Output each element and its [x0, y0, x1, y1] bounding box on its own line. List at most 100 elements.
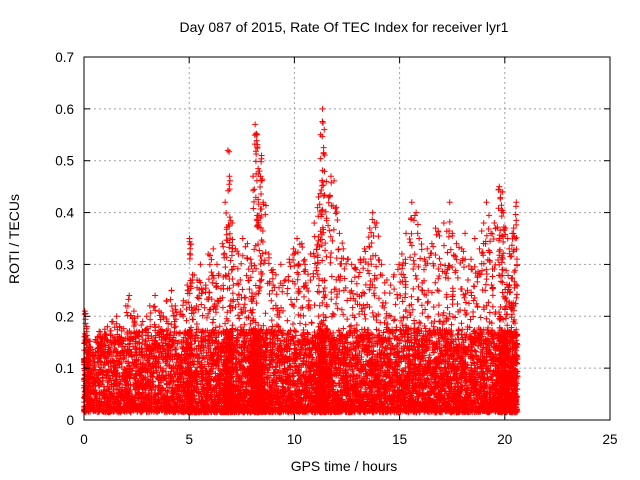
data-point: [229, 276, 236, 283]
data-point: [258, 152, 265, 159]
data-point: [266, 290, 273, 297]
data-point: [96, 389, 103, 396]
data-point: [224, 147, 231, 154]
data-point: [241, 301, 248, 308]
data-point: [81, 308, 88, 315]
data-point: [297, 304, 304, 311]
data-point: [113, 313, 120, 320]
data-point: [119, 337, 126, 344]
data-point: [262, 310, 269, 317]
data-point: [110, 403, 117, 410]
data-point: [126, 402, 133, 409]
data-point: [257, 183, 264, 190]
data-point: [300, 312, 307, 319]
data-point: [284, 317, 291, 324]
data-point: [187, 251, 194, 258]
data-point: [189, 316, 196, 323]
data-point: [130, 308, 137, 315]
data-point: [239, 235, 246, 242]
data-point: [285, 277, 292, 284]
data-point: [100, 367, 107, 374]
data-point: [104, 402, 111, 409]
data-point: [96, 403, 103, 410]
data-point: [302, 321, 309, 328]
data-point: [206, 289, 213, 296]
data-point: [284, 330, 291, 337]
data-point: [287, 296, 294, 303]
data-point: [180, 313, 187, 320]
data-point: [205, 276, 212, 283]
data-point: [163, 297, 170, 304]
data-point: [295, 262, 302, 269]
data-point: [238, 260, 245, 267]
data-point: [126, 327, 133, 334]
data-point: [304, 330, 311, 337]
data-points: [81, 105, 521, 416]
data-point: [125, 398, 132, 405]
data-point: [301, 293, 308, 300]
data-point: [130, 360, 137, 367]
data-point: [226, 214, 233, 221]
data-point: [195, 295, 202, 302]
data-point: [226, 230, 233, 237]
data-point: [118, 344, 125, 351]
data-point: [257, 260, 264, 267]
data-point: [151, 303, 158, 310]
data-point: [122, 302, 129, 309]
data-point: [219, 240, 226, 247]
data-point: [220, 243, 227, 250]
data-point: [108, 340, 115, 347]
data-point: [82, 320, 89, 327]
data-point: [113, 320, 120, 327]
data-point: [126, 363, 133, 370]
data-point: [268, 317, 275, 324]
data-point: [125, 382, 132, 389]
data-point: [198, 301, 205, 308]
data-point: [168, 287, 175, 294]
data-point: [252, 121, 259, 128]
data-point: [255, 285, 262, 292]
data-point: [300, 257, 307, 264]
data-point: [120, 325, 127, 332]
data-point: [131, 319, 138, 326]
data-point: [87, 397, 94, 404]
data-point: [239, 286, 246, 293]
data-point: [109, 318, 116, 325]
data-point: [120, 397, 127, 404]
data-point: [105, 386, 112, 393]
data-point: [100, 383, 107, 390]
data-point: [213, 261, 220, 268]
data-point: [97, 381, 104, 388]
data-point: [104, 409, 111, 416]
data-point: [126, 387, 133, 394]
data-point: [88, 398, 95, 405]
data-point: [97, 358, 104, 365]
data-point: [251, 186, 258, 193]
data-point: [252, 282, 259, 289]
data-point: [117, 350, 124, 357]
data-point: [227, 257, 234, 264]
data-point: [94, 395, 101, 402]
data-point: [93, 339, 100, 346]
data-point: [210, 245, 217, 252]
data-point: [83, 332, 90, 339]
data-point: [114, 364, 121, 371]
data-point: [121, 377, 128, 384]
data-point: [87, 402, 94, 409]
data-point: [187, 245, 194, 252]
data-point: [222, 199, 229, 206]
data-point: [229, 266, 236, 273]
data-point: [112, 377, 119, 384]
data-point: [96, 395, 103, 402]
data-point: [110, 359, 117, 366]
data-point: [216, 323, 223, 330]
data-point: [210, 316, 217, 323]
data-point: [301, 261, 308, 268]
data-point: [224, 309, 231, 316]
data-point: [198, 289, 205, 296]
data-point: [208, 256, 215, 263]
data-point: [113, 348, 120, 355]
data-point: [284, 285, 291, 292]
